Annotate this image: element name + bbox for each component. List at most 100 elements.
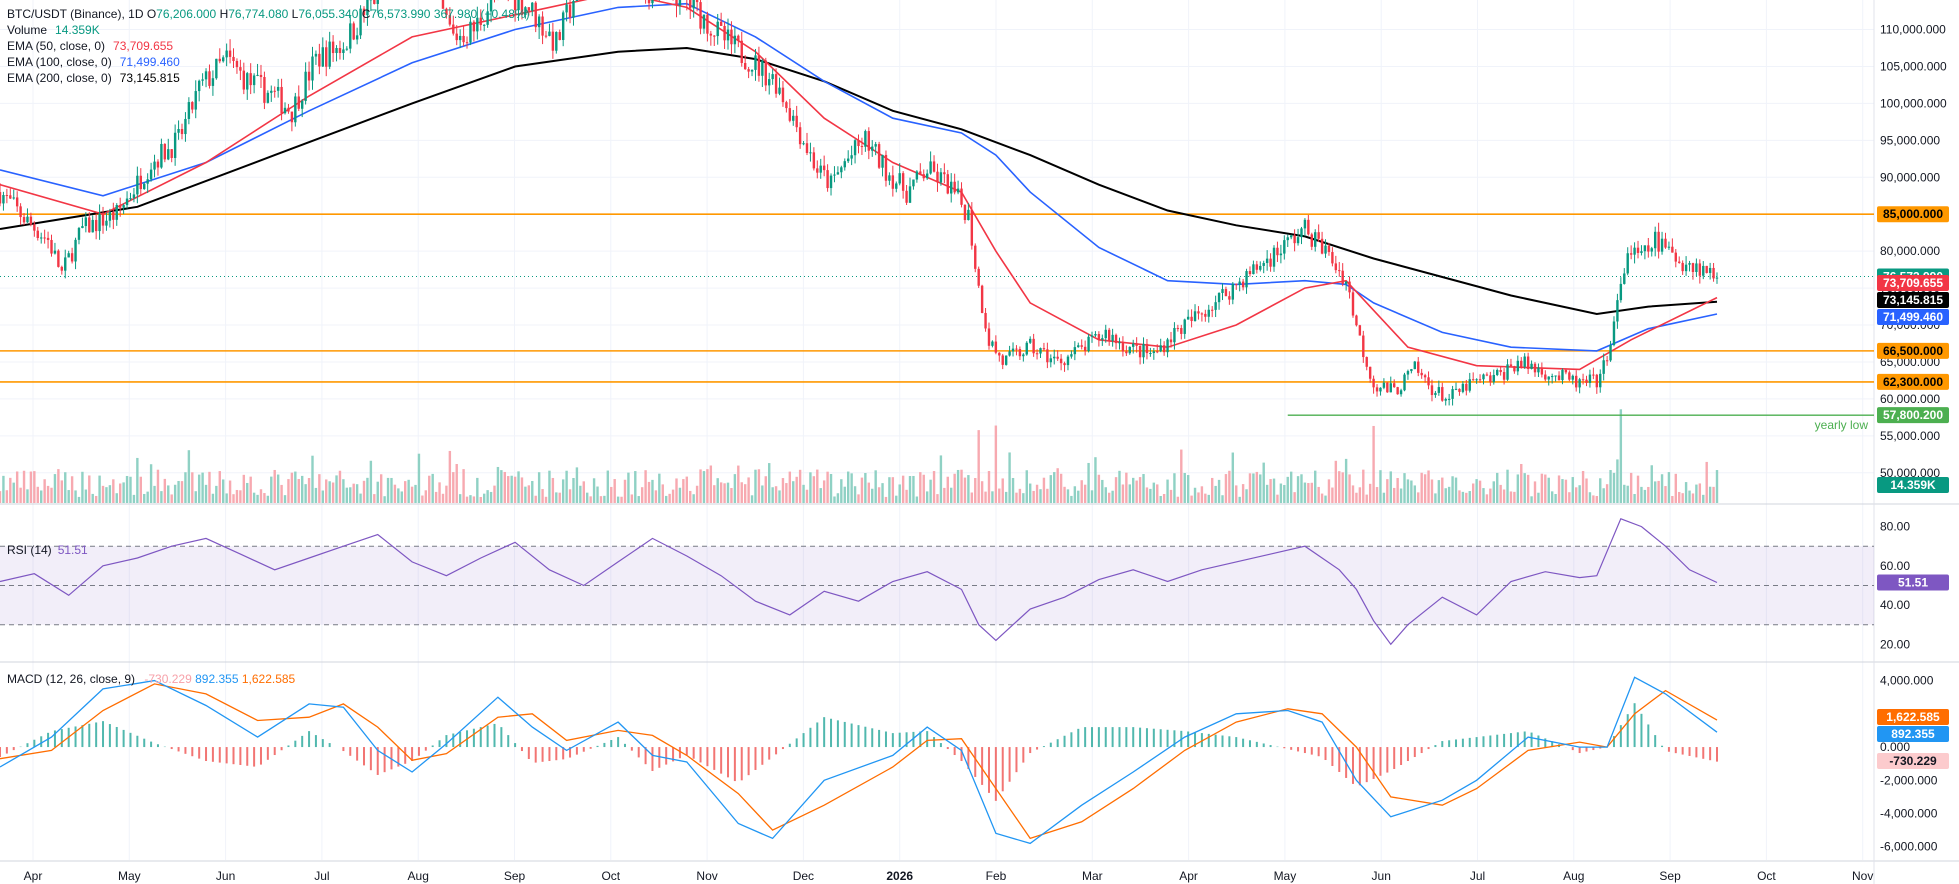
legend-ema200[interactable]: EMA (200, close, 0) 73,145.815 xyxy=(7,70,530,86)
symbol-title[interactable]: BTC/USDT (Binance), 1D xyxy=(7,7,144,21)
volume-bar xyxy=(273,469,276,503)
candle-body xyxy=(925,173,929,179)
volume-bar xyxy=(1382,492,1386,503)
volume-bar xyxy=(1444,488,1447,503)
volume-bar xyxy=(1077,490,1080,503)
candle-body xyxy=(294,96,297,123)
volume-bar xyxy=(685,476,689,503)
volume-bar xyxy=(1063,486,1066,503)
volume-bar xyxy=(936,494,939,503)
candle-body xyxy=(1530,363,1533,369)
candle-body xyxy=(1417,361,1420,373)
macd-hist-bar xyxy=(95,722,98,748)
volume-bar xyxy=(1152,482,1156,503)
candle-body xyxy=(105,220,108,226)
macd-hist-bar xyxy=(1516,732,1519,748)
volume-bar xyxy=(263,493,266,503)
volume-bar xyxy=(980,481,984,503)
candle-body xyxy=(1066,356,1070,366)
volume-bar xyxy=(486,490,489,503)
volume-bar xyxy=(1094,457,1097,503)
volume-bar xyxy=(1190,495,1193,503)
volume-bar xyxy=(1496,472,1499,503)
candle-body xyxy=(994,341,998,353)
macd-hist-bar xyxy=(1207,733,1210,748)
candle-body xyxy=(1588,374,1592,383)
volume-bar xyxy=(816,469,819,503)
volume-bar xyxy=(500,470,503,503)
volume-bar xyxy=(1520,463,1523,503)
macd-hist-bar xyxy=(541,747,544,762)
macd-tick-label: 0.000 xyxy=(1880,740,1910,754)
volume-bar xyxy=(252,492,256,503)
candle-body xyxy=(479,17,482,25)
volume-bar xyxy=(1097,474,1101,503)
volume-bar xyxy=(1028,483,1032,503)
macd-hist-bar xyxy=(678,747,681,759)
macd-hist-bar xyxy=(1351,747,1354,784)
macd-legend[interactable]: MACD (12, 26, close, 9) -730.229 892.355… xyxy=(7,671,295,687)
rsi-legend[interactable]: RSI (14) 51.51 xyxy=(7,542,88,558)
macd-hist-bar xyxy=(630,747,633,751)
volume-bar xyxy=(74,490,77,503)
volume-bar xyxy=(809,472,812,503)
ema100-tag-text: 71,499.460 xyxy=(1883,310,1943,324)
volume-bar xyxy=(1307,483,1310,503)
volume-bar xyxy=(781,478,785,503)
macd-hist-bar xyxy=(321,739,324,748)
candle-body xyxy=(1660,238,1664,252)
macd-hist-bar xyxy=(747,747,750,776)
volume-bar xyxy=(1592,495,1595,503)
volume-bar xyxy=(1478,480,1482,503)
legend-volume[interactable]: Volume 14.359K xyxy=(7,22,530,38)
candle-body xyxy=(280,86,283,114)
candle-body xyxy=(1506,364,1509,380)
volume-bar xyxy=(1386,479,1389,503)
candle-body xyxy=(1063,363,1066,366)
macd-hist-bar xyxy=(987,747,990,793)
volume-bar xyxy=(1619,409,1623,503)
candle-body xyxy=(1324,245,1327,254)
horizontal-levels[interactable]: yearly low xyxy=(0,213,1874,432)
legend-ema50[interactable]: EMA (50, close, 0) 73,709.655 xyxy=(7,38,530,54)
level-tag-2-text: 62,300.000 xyxy=(1883,375,1943,389)
volume-bar xyxy=(1664,486,1667,503)
candle-body xyxy=(1684,264,1688,272)
volume-bar xyxy=(1211,477,1214,503)
volume-bar xyxy=(325,479,328,503)
price-tick-label: 110,000.000 xyxy=(1880,23,1946,37)
volume-bar xyxy=(1516,474,1520,503)
macd-hist-bar xyxy=(644,747,647,765)
candle-body xyxy=(208,71,211,86)
time-axis[interactable]: Apr May Jun Jul Aug Sep Oct Nov Dec 2026 Feb Mar Apr… xyxy=(24,869,1874,883)
volume-bar xyxy=(26,489,29,503)
volume-bar xyxy=(1420,472,1423,503)
candle-body xyxy=(565,4,568,13)
candle-body xyxy=(98,213,101,232)
volume-bar xyxy=(1441,477,1444,503)
volume-bar xyxy=(1482,488,1485,503)
candle-body xyxy=(1678,261,1681,263)
legend-ema100[interactable]: EMA (100, close, 0) 71,499.460 xyxy=(7,54,530,70)
volume-bar xyxy=(22,470,26,503)
volume-bar xyxy=(300,475,304,503)
candle-body xyxy=(689,0,692,9)
volume-bar xyxy=(658,473,661,503)
candle-body xyxy=(1550,376,1554,378)
candle-body xyxy=(149,169,153,180)
candle-body xyxy=(1468,379,1471,391)
volume-bar xyxy=(1667,472,1671,503)
candle-body xyxy=(108,212,112,221)
volume-bar xyxy=(1128,484,1131,503)
volume-bar xyxy=(1344,458,1348,503)
candle-body xyxy=(1107,329,1111,341)
volume-bar xyxy=(352,483,355,503)
candle-body xyxy=(300,100,304,109)
candle-body xyxy=(544,35,548,37)
volume-bar xyxy=(379,474,383,503)
volume-bar xyxy=(15,471,19,503)
candle-body xyxy=(1441,387,1444,401)
volume-bar xyxy=(496,466,500,503)
candle-body xyxy=(1702,265,1705,276)
